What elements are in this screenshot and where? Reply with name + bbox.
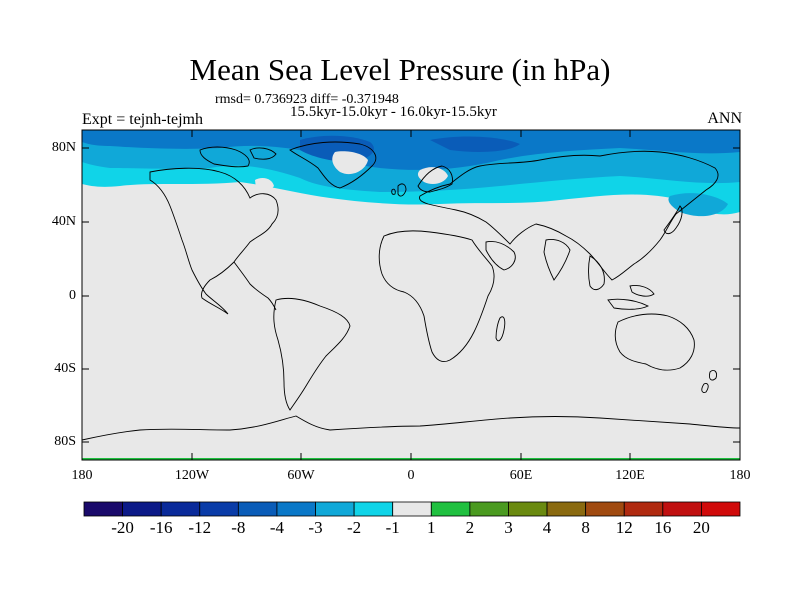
colorbar-label: 8 — [581, 518, 590, 537]
anomaly-field — [82, 130, 740, 460]
colorbar-label: -4 — [269, 518, 285, 537]
coastlines — [81, 141, 741, 441]
colorbar-label: 16 — [654, 518, 672, 537]
colorbar-box — [469, 501, 509, 517]
neutral-hudson-patch — [255, 178, 274, 191]
coast-scandinavia — [417, 165, 453, 193]
colorbar-label: -8 — [231, 518, 246, 537]
experiment-label: Expt = tejnh-tejmh — [82, 111, 203, 128]
y-tick-label: 40S — [54, 361, 76, 376]
colorbar-label: -20 — [111, 518, 134, 537]
coast-central-america — [233, 261, 277, 311]
colorbar-label: 1 — [427, 518, 436, 537]
colorbar-box — [701, 501, 741, 517]
colorbar-label: 20 — [692, 518, 710, 537]
colorbar-label: 12 — [615, 518, 633, 537]
colorbar-box — [623, 501, 664, 517]
colorbar-box — [508, 501, 548, 517]
colorbar-box — [122, 501, 162, 517]
coast-eurasia — [419, 150, 719, 281]
colorbar-box — [546, 501, 587, 517]
colorbar-box — [662, 501, 702, 517]
anomaly-core-arctic — [430, 136, 520, 152]
coast-arabia — [485, 241, 516, 271]
coast-antarctica — [81, 415, 741, 441]
axis-ticks — [81, 130, 741, 460]
colorbar-box — [237, 501, 278, 517]
coast-south-america — [273, 297, 351, 411]
colorbar-box — [199, 501, 239, 517]
x-tick-label: 120E — [615, 468, 645, 483]
colorbar-box — [276, 501, 316, 517]
colorbar-box — [315, 501, 355, 517]
period-label: 15.5kyr-15.0kyr - 16.0kyr-15.5kyr — [290, 104, 497, 120]
y-tick-label: 40N — [51, 214, 76, 229]
coast-new-zealand — [701, 369, 717, 393]
season-label: ANN — [707, 110, 742, 127]
colorbar-box — [585, 501, 625, 517]
x-tick-label: 0 — [407, 468, 415, 483]
coast-india — [543, 239, 571, 281]
stats-label: rmsd= 0.736923 diff= -0.371948 — [215, 92, 399, 107]
coast-australia — [614, 313, 695, 371]
colorbar-box — [353, 501, 394, 517]
colorbar-label: -3 — [308, 518, 323, 537]
coast-madagascar — [495, 316, 506, 342]
y-tick-label: 80S — [54, 434, 76, 449]
coast-greenland — [289, 141, 377, 189]
plot-title: Mean Sea Level Pressure (in hPa) — [189, 52, 611, 87]
colorbar-box — [83, 501, 123, 517]
y-tick-label: 0 — [69, 288, 76, 303]
y-tick-label: 80N — [51, 140, 76, 155]
anomaly-band-dark — [82, 130, 740, 170]
colorbar-label: 3 — [504, 518, 513, 537]
x-tick-label: 180 — [729, 468, 751, 483]
neutral-scandinavia — [417, 167, 448, 184]
colorbar-box — [392, 501, 432, 517]
colorbar-label: 4 — [542, 518, 552, 537]
coast-southeast-asia — [588, 255, 655, 310]
colorbar-label: -1 — [385, 518, 400, 537]
colorbar-label: -12 — [188, 518, 212, 537]
colorbar-box — [430, 501, 471, 517]
x-tick-label: 60E — [509, 468, 533, 483]
colorbar-box — [160, 501, 201, 517]
coast-japan — [663, 205, 683, 235]
x-tick-label: 120W — [174, 468, 210, 483]
neutral-greenland-interior — [332, 151, 368, 175]
colorbar-label: -16 — [149, 518, 173, 537]
x-tick-label: 180 — [71, 468, 93, 483]
coast-canadian-archipelago — [199, 146, 277, 168]
x-tick-label: 60W — [287, 468, 315, 483]
coast-north-america — [149, 167, 279, 315]
anomaly-patch-pacific — [668, 193, 728, 217]
coast-africa — [378, 230, 495, 363]
colorbar — [83, 501, 741, 517]
colorbar-label: -2 — [347, 518, 362, 537]
coast-british-isles — [391, 183, 407, 197]
colorbar-label: 2 — [465, 518, 475, 537]
